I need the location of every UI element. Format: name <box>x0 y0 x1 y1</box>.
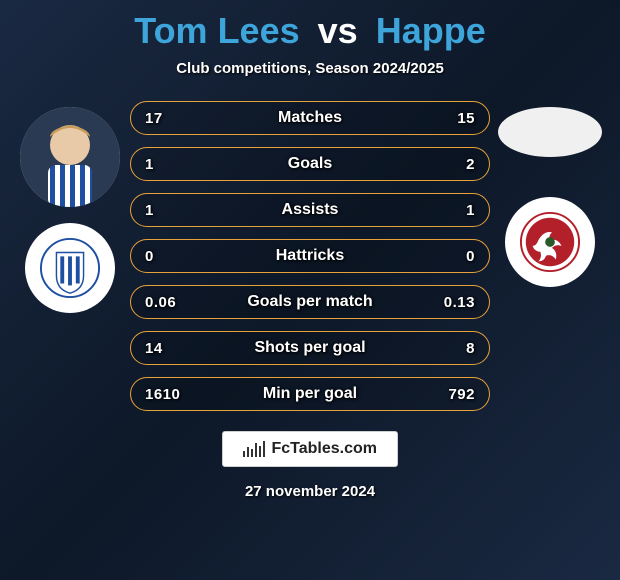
stat-right-value: 1 <box>425 202 475 219</box>
player2-avatar-icon <box>498 107 602 157</box>
comparison-panel: 17 Matches 15 1 Goals 2 1 Assists 1 0 Ha… <box>0 101 620 411</box>
brand-badge: FcTables.com <box>222 431 398 467</box>
stat-label: Matches <box>278 109 342 127</box>
stat-label: Min per goal <box>263 385 357 403</box>
stat-row: 17 Matches 15 <box>130 101 490 135</box>
left-side <box>10 101 130 313</box>
stat-left-value: 17 <box>145 110 195 127</box>
stat-label: Assists <box>282 201 339 219</box>
player2-club-crest-icon <box>505 197 595 287</box>
stat-left-value: 0.06 <box>145 294 195 311</box>
right-side <box>490 101 610 287</box>
stat-right-value: 2 <box>425 156 475 173</box>
title-player1: Tom Lees <box>134 10 299 51</box>
title-vs: vs <box>318 10 358 51</box>
stat-row: 0 Hattricks 0 <box>130 239 490 273</box>
stats-list: 17 Matches 15 1 Goals 2 1 Assists 1 0 Ha… <box>130 101 490 411</box>
stat-right-value: 0 <box>425 248 475 265</box>
stat-row: 1 Assists 1 <box>130 193 490 227</box>
brand-text: FcTables.com <box>271 440 377 458</box>
bars-icon <box>243 441 266 457</box>
stat-row: 1 Goals 2 <box>130 147 490 181</box>
date-text: 27 november 2024 <box>245 483 375 500</box>
stat-right-value: 792 <box>425 386 475 403</box>
stat-left-value: 1 <box>145 156 195 173</box>
stat-right-value: 8 <box>425 340 475 357</box>
stat-label: Goals per match <box>247 293 372 311</box>
page-title: Tom Lees vs Happe <box>134 10 485 52</box>
stat-right-value: 15 <box>425 110 475 127</box>
subtitle: Club competitions, Season 2024/2025 <box>176 60 444 77</box>
stat-row: 0.06 Goals per match 0.13 <box>130 285 490 319</box>
stat-right-value: 0.13 <box>425 294 475 311</box>
player1-club-crest-icon <box>25 223 115 313</box>
player1-avatar-icon <box>20 107 120 207</box>
stat-left-value: 0 <box>145 248 195 265</box>
stat-label: Hattricks <box>276 247 344 265</box>
stat-left-value: 1610 <box>145 386 195 403</box>
title-player2: Happe <box>376 10 486 51</box>
stat-left-value: 14 <box>145 340 195 357</box>
stat-row: 1610 Min per goal 792 <box>130 377 490 411</box>
stat-left-value: 1 <box>145 202 195 219</box>
stat-label: Shots per goal <box>254 339 365 357</box>
stat-label: Goals <box>288 155 332 173</box>
stat-row: 14 Shots per goal 8 <box>130 331 490 365</box>
